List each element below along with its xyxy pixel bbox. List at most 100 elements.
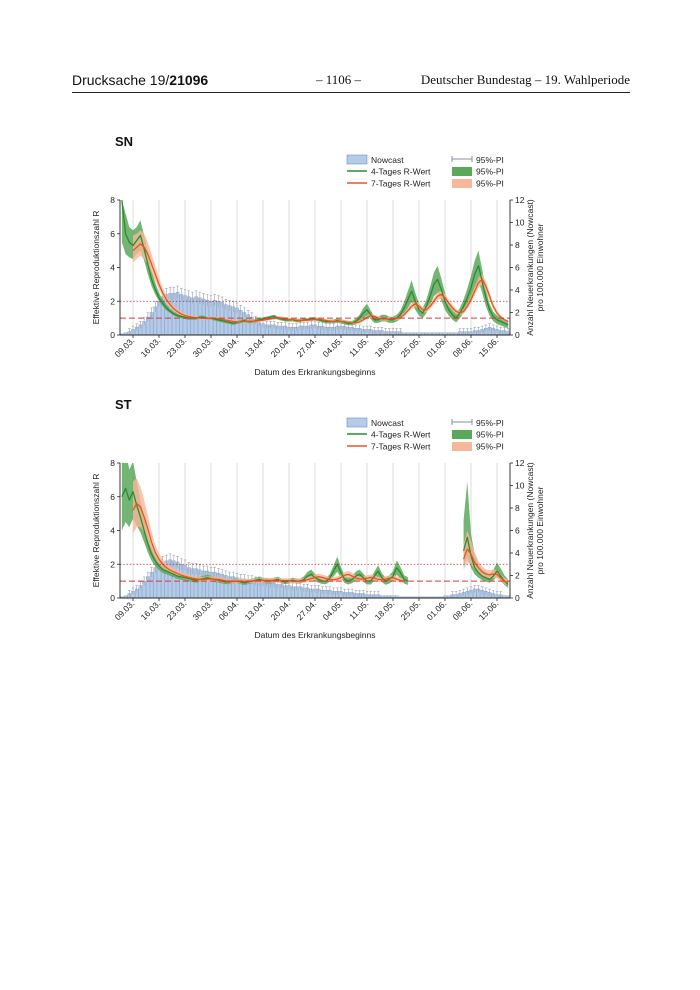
nowcast-bar [417, 332, 421, 335]
nowcast-bar [391, 595, 395, 598]
x-tick-label: 25.05. [399, 335, 423, 359]
nowcast-bar [383, 595, 388, 598]
right-tick-label: 8 [515, 503, 520, 513]
chart-title: ST [115, 397, 132, 412]
right-tick-label: 2 [515, 308, 520, 318]
x-tick-label: 04.05. [321, 335, 345, 359]
right-tick-label: 6 [515, 263, 520, 273]
legend-label-pi-r4: 95%-PI [476, 167, 504, 177]
legend-swatch-pi-r7 [452, 179, 472, 188]
legend-label-pi-r7: 95%-PI [476, 179, 504, 189]
nowcast-bar [394, 595, 399, 598]
parliament-title: Deutscher Bundestag – 19. Wahlperiode [420, 72, 630, 87]
r7-late-line [462, 548, 509, 584]
nowcast-bar [380, 595, 384, 598]
x-tick-label: 23.03. [165, 598, 189, 622]
x-tick-label: 16.03. [139, 335, 163, 359]
plot-area [120, 463, 510, 598]
left-tick-label: 8 [110, 458, 115, 468]
nowcast-bar [424, 596, 429, 598]
x-tick-label: 11.05. [347, 335, 370, 358]
x-tick-label: 27.04. [295, 598, 319, 622]
legend-label-r4: 4-Tages R-Wert [371, 167, 431, 177]
left-axis-title: Effektive Reproduktionszahl R [91, 211, 101, 325]
legend-swatch-nowcast [346, 417, 368, 428]
nowcast-bar [420, 332, 425, 335]
x-tick-label: 06.04. [217, 335, 241, 359]
left-axis-title: Effektive Reproduktionszahl R [91, 474, 101, 588]
left-tick-label: 8 [110, 195, 115, 205]
x-tick-label: 15.06. [477, 335, 501, 359]
right-tick-label: 0 [515, 330, 520, 340]
nowcast-bar [409, 332, 414, 335]
x-tick-label: 08.06. [451, 335, 475, 359]
x-tick-label: 04.05. [321, 598, 345, 622]
nowcast-bar [432, 596, 436, 598]
legend-label-nowcast: Nowcast [371, 155, 404, 165]
nowcast-bar [443, 595, 447, 598]
nowcast-bar [406, 332, 410, 335]
x-tick-label: 20.04. [269, 335, 293, 359]
x-tick-label: 16.03. [139, 598, 163, 622]
x-tick-label: 08.06. [451, 598, 475, 622]
nowcast-bar [123, 595, 128, 598]
x-tick-label: 18.05. [373, 335, 397, 359]
document-number: Drucksache 19/21096 [72, 72, 209, 88]
nowcast-bar [413, 332, 418, 335]
nowcast-bar [402, 596, 406, 598]
x-tick-label: 13.04. [243, 598, 267, 622]
left-tick-label: 6 [110, 229, 115, 239]
page-number: – 1106 – [316, 72, 362, 87]
nowcast-bar [450, 332, 455, 335]
left-tick-label: 4 [110, 526, 115, 536]
x-axis-title: Datum des Erkrankungsbeginns [255, 367, 376, 377]
right-tick-label: 10 [515, 218, 525, 228]
right-tick-label: 6 [515, 526, 520, 536]
legend-label-pi-r7: 95%-PI [476, 442, 504, 452]
nowcast-bar [409, 596, 414, 598]
nowcast-bar [439, 596, 444, 598]
legend-label-pi-bar: 95%-PI [476, 155, 504, 165]
nowcast-bar [443, 332, 447, 335]
chart-st: ST Nowcast 4-Tages R-Wert 7-Tages R-Wert 95%… [91, 397, 545, 640]
right-tick-label: 8 [515, 240, 520, 250]
nowcast-bar [446, 332, 451, 335]
legend: Nowcast 4-Tages R-Wert 7-Tages R-Wert 95%-P… [346, 154, 504, 189]
right-axis-title-line1: Anzahl Neuerkrankungen (Nowcast) [525, 462, 535, 599]
x-tick-label: 30.03. [191, 598, 215, 622]
r4-pi-band [121, 200, 509, 329]
nowcast-bar [387, 595, 392, 598]
nowcast-bar [420, 596, 425, 598]
x-tick-label: 01.06. [425, 335, 449, 359]
nowcast-bar [424, 332, 429, 335]
left-tick-label: 0 [110, 330, 115, 340]
x-tick-label: 23.03. [165, 335, 189, 359]
nowcast-bar [502, 595, 507, 598]
x-tick-label: 11.05. [347, 598, 370, 621]
legend-swatch-pi-r4 [452, 430, 472, 439]
x-tick-label: 01.06. [425, 598, 449, 622]
left-tick-label: 0 [110, 593, 115, 603]
nowcast-bar [432, 332, 436, 335]
legend-label-r4: 4-Tages R-Wert [371, 430, 431, 440]
nowcast-bar [123, 332, 128, 335]
right-axis-title-line1: Anzahl Neuerkrankungen (Nowcast) [525, 199, 535, 336]
right-tick-label: 12 [515, 195, 525, 205]
x-tick-label: 13.04. [243, 335, 267, 359]
nowcast-bar [428, 596, 432, 598]
x-tick-label: 27.04. [295, 335, 319, 359]
left-tick-label: 4 [110, 263, 115, 273]
chart-title: SN [115, 134, 133, 149]
right-tick-label: 12 [515, 458, 525, 468]
legend-swatch-pi-r4 [452, 167, 472, 176]
nowcast-bar [398, 596, 403, 598]
right-axis-title-line2: pro 100.000 Einwohner [535, 486, 545, 574]
right-axis-title-line2: pro 100.000 Einwohner [535, 223, 545, 311]
nowcast-bar [428, 332, 432, 335]
page-header: Drucksache 19/21096 – 1106 – Deutscher B… [72, 70, 630, 93]
right-tick-label: 0 [515, 593, 520, 603]
x-axis-title: Datum des Erkrankungsbeginns [255, 630, 376, 640]
legend-label-pi-bar: 95%-PI [476, 418, 504, 428]
x-tick-label: 18.05. [373, 598, 397, 622]
right-tick-label: 4 [515, 285, 520, 295]
